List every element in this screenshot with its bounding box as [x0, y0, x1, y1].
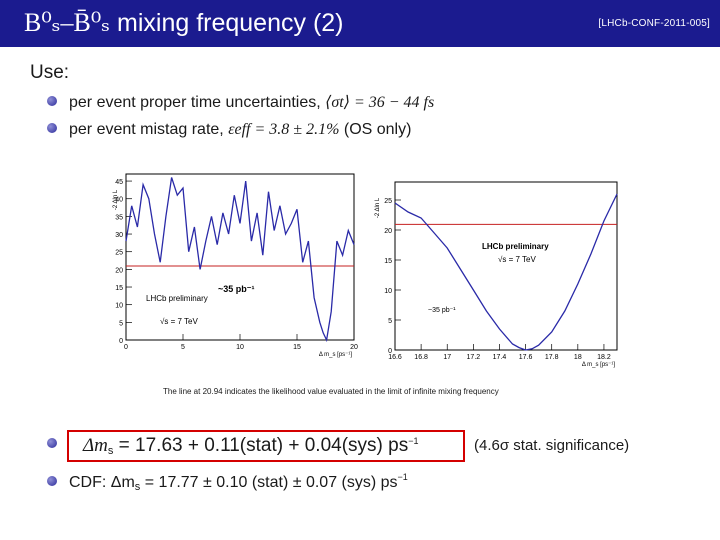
bullet-icon — [47, 438, 57, 448]
plot-annotation: LHCb preliminary — [482, 242, 549, 251]
y-tick-label: 25 — [384, 198, 392, 205]
x-tick-label: 5 — [181, 344, 185, 351]
x-tick-label: 16.8 — [414, 354, 428, 361]
left-plot-svg: 0 5 10 15 20 25 30 35 40 45 0 5 10 15 20 -2 Δln L Δ m_s … — [113, 173, 358, 358]
cdf-value: = 17.77 ± 0.10 (stat) ± 0.07 (sys) ps — [144, 474, 398, 491]
plot-frame — [394, 181, 618, 351]
cdf-exponent: −1 — [397, 472, 408, 482]
result-delta-m: Δm — [83, 435, 108, 456]
title-text: mixing frequency (2) — [117, 9, 344, 37]
y-tick-label: 30 — [115, 232, 123, 239]
y-tick-label: 25 — [115, 250, 123, 257]
left-likelihood-plot: 0 5 10 15 20 25 30 35 40 45 0 5 10 15 20 -2 Δln L Δ m_s … — [108, 168, 360, 365]
bullet-icon — [47, 96, 57, 106]
y-tick-label: 20 — [384, 228, 392, 235]
x-tick-label: 0 — [124, 344, 128, 351]
bullet-text: per event proper time uncertainties, — [69, 94, 321, 111]
x-tick-label: 17.6 — [519, 354, 533, 361]
x-axis-label: Δ m_s [ps⁻¹] — [319, 352, 353, 358]
result-value: = 17.63 + 0.11(stat) + 0.04(sys) ps — [118, 435, 409, 456]
title-symbol: B⁰ₛ–B̄⁰ₛ — [24, 8, 111, 37]
y-axis-label: -2 Δln L — [375, 197, 381, 218]
y-tick-label: 10 — [384, 288, 392, 295]
x-tick-label: 17.8 — [545, 354, 559, 361]
cdf-prefix: CDF: Δm — [69, 474, 135, 491]
plot-annotation: √s = 7 TeV — [498, 255, 536, 264]
y-tick-label: 40 — [115, 197, 123, 204]
bullet-note: (OS only) — [343, 121, 412, 138]
conference-reference: [LHCb-CONF-2011-005] — [598, 18, 710, 29]
plot-annotation: √s = 7 TeV — [160, 317, 198, 326]
bullet-time-uncertainty: per event proper time uncertainties, ⟨σt… — [47, 92, 434, 112]
slide-header: B⁰ₛ–B̄⁰ₛ mixing frequency (2) [LHCb-CONF… — [0, 0, 720, 47]
y-tick-label: 35 — [115, 214, 123, 221]
x-tick-label: 17.4 — [493, 354, 507, 361]
y-tick-label: 5 — [119, 320, 123, 327]
y-tick-label: 10 — [115, 303, 123, 310]
x-tick-label: 17.2 — [467, 354, 481, 361]
slide-title: B⁰ₛ–B̄⁰ₛ mixing frequency (2) — [24, 6, 344, 40]
result-significance: (4.6σ stat. significance) — [474, 437, 630, 454]
bullet-icon — [47, 476, 57, 486]
bullet-result — [47, 436, 69, 454]
result-exponent: −1 — [408, 436, 419, 446]
right-likelihood-plot: 0 5 10 15 20 25 16.6 16.8 17 17.2 17.4 17.6 17.8 18 18… — [370, 176, 626, 375]
likelihood-curve — [394, 193, 618, 351]
y-tick-label: 20 — [115, 267, 123, 274]
x-axis-label: Δ m_s [ps⁻¹] — [582, 362, 616, 368]
bullet-math: εeff = 3.8 ± 2.1% — [228, 121, 340, 138]
y-tick-label: 45 — [115, 179, 123, 186]
plot-annotation: ~35 pb⁻¹ — [218, 284, 255, 294]
y-axis-label: -2 Δln L — [113, 189, 119, 210]
result-highlight-box: Δms = 17.63 + 0.11(stat) + 0.04(sys) ps−… — [67, 430, 465, 462]
y-tick-label: 15 — [384, 258, 392, 265]
bullet-math: ⟨σt⟩ = 36 − 44 fs — [325, 94, 435, 111]
plot-frame — [125, 173, 355, 341]
cdf-subscript: s — [134, 481, 141, 493]
y-tick-label: 15 — [115, 285, 123, 292]
plot-annotation: ~35 pb⁻¹ — [428, 307, 456, 314]
bullet-icon — [47, 123, 57, 133]
x-tick-label: 10 — [236, 344, 244, 351]
result-subscript: s — [107, 445, 114, 457]
x-tick-label: 18.2 — [597, 354, 611, 361]
x-tick-label: 17 — [443, 354, 451, 361]
x-tick-label: 18 — [574, 354, 582, 361]
figure-caption: The line at 20.94 indicates the likeliho… — [163, 387, 499, 396]
result-formula: Δms = 17.63 + 0.11(stat) + 0.04(sys) ps−… — [83, 435, 418, 457]
y-tick-label: 0 — [388, 348, 392, 355]
use-label: Use: — [30, 62, 70, 83]
x-tick-label: 20 — [350, 344, 358, 351]
likelihood-curve — [125, 177, 355, 343]
bullet-mistag-rate: per event mistag rate, εeff = 3.8 ± 2.1%… — [47, 121, 411, 139]
bullet-cdf: CDF: Δms = 17.77 ± 0.10 (stat) ± 0.07 (s… — [47, 472, 408, 493]
bullet-text: per event mistag rate, — [69, 121, 224, 138]
y-tick-label: 0 — [119, 338, 123, 345]
y-tick-label: 5 — [388, 318, 392, 325]
x-tick-label: 16.6 — [388, 354, 402, 361]
plot-annotation: LHCb preliminary — [146, 294, 208, 303]
right-plot-svg: 0 5 10 15 20 25 16.6 16.8 17 17.2 17.4 17.6 17.8 18 18… — [375, 181, 618, 368]
x-tick-label: 15 — [293, 344, 301, 351]
